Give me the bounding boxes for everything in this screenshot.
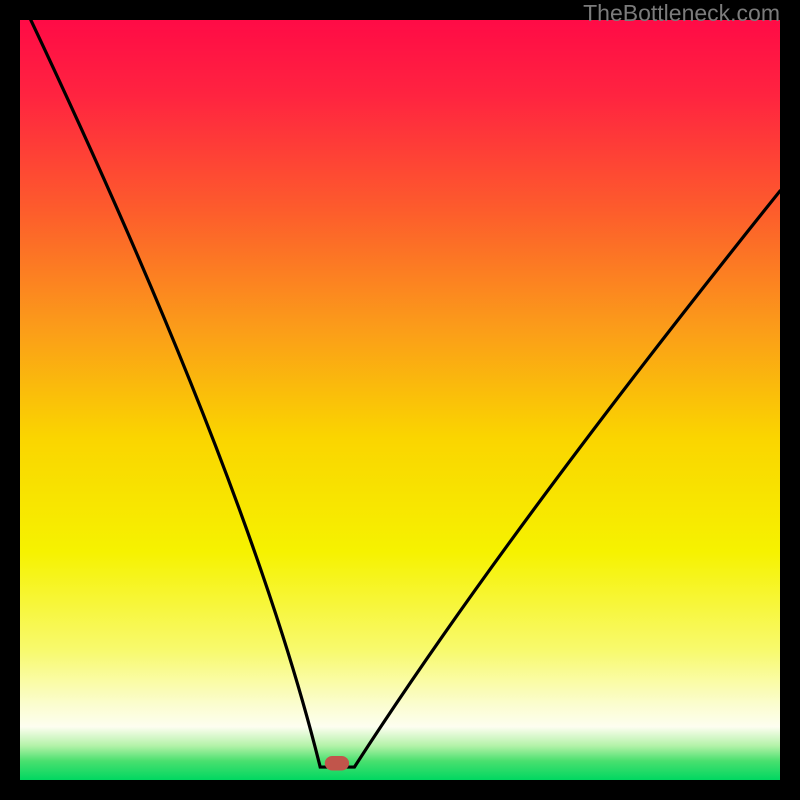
chart-frame: TheBottleneck.com — [0, 0, 800, 800]
watermark-text: TheBottleneck.com — [583, 0, 780, 27]
optimal-point-marker — [325, 756, 349, 770]
gradient-background — [20, 20, 780, 780]
bottleneck-chart — [0, 0, 800, 800]
